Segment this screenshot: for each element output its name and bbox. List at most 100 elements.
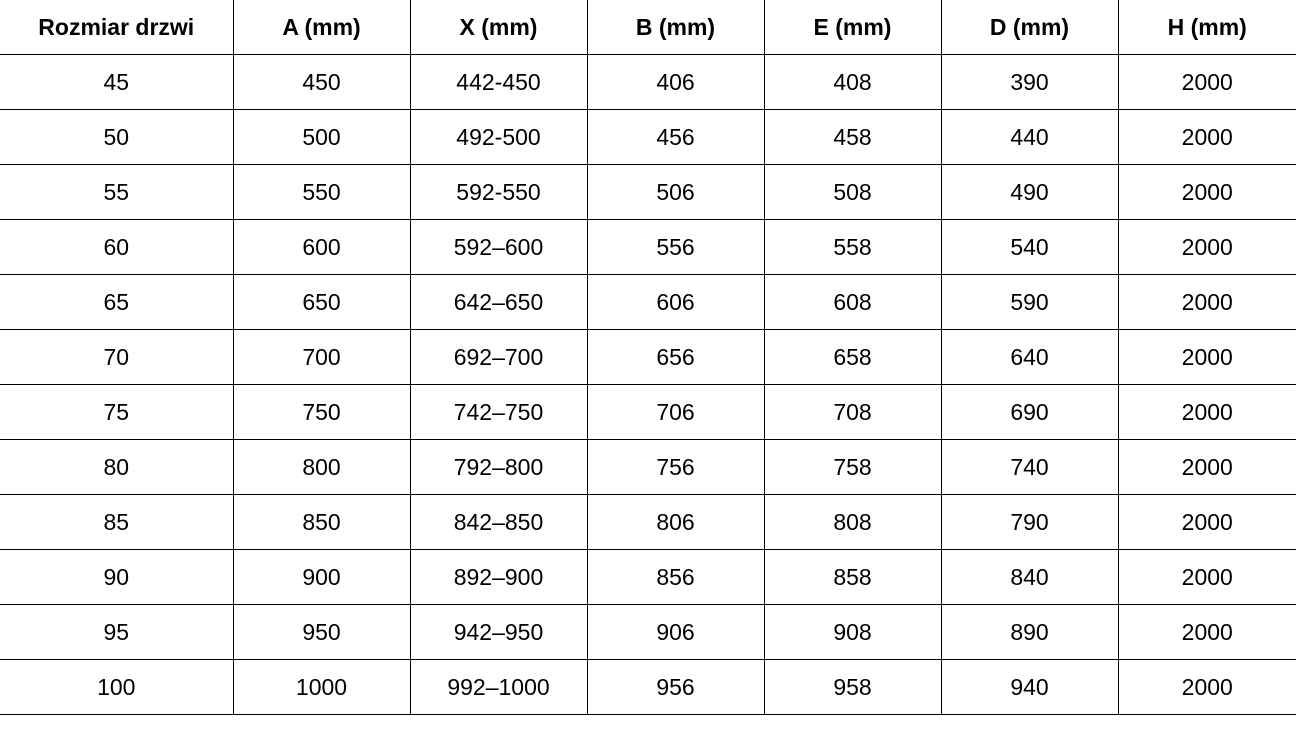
table-cell: 808 bbox=[763, 494, 942, 550]
table-cell: 842–850 bbox=[409, 494, 588, 550]
table-cell: 892–900 bbox=[409, 549, 588, 605]
table-cell: 558 bbox=[763, 219, 942, 275]
table-cell: 2000 bbox=[1117, 604, 1296, 660]
table-cell: 2000 bbox=[1117, 54, 1296, 110]
table-cell: 60 bbox=[0, 219, 234, 275]
table-cell: 958 bbox=[763, 659, 942, 715]
table-cell: 406 bbox=[586, 54, 765, 110]
table-cell: 2000 bbox=[1117, 384, 1296, 440]
table-cell: 756 bbox=[586, 439, 765, 495]
table-cell: 55 bbox=[0, 164, 234, 220]
table-cell: 70 bbox=[0, 329, 234, 385]
table-cell: 600 bbox=[232, 219, 411, 275]
table-cell: 2000 bbox=[1117, 549, 1296, 605]
table-cell: 440 bbox=[940, 109, 1119, 165]
table-cell: 750 bbox=[232, 384, 411, 440]
table-cell: 940 bbox=[940, 659, 1119, 715]
table-cell: 490 bbox=[940, 164, 1119, 220]
table-cell: 608 bbox=[763, 274, 942, 330]
column-header: Rozmiar drzwi bbox=[0, 0, 234, 55]
table-row: 50 500 492-500 456 458 440 2000 bbox=[0, 109, 1296, 165]
table-cell: 758 bbox=[763, 439, 942, 495]
table-cell: 2000 bbox=[1117, 439, 1296, 495]
table-row: 75 750 742–750 706 708 690 2000 bbox=[0, 384, 1296, 440]
table-row: 60 600 592–600 556 558 540 2000 bbox=[0, 219, 1296, 275]
table-row: 45 450 442-450 406 408 390 2000 bbox=[0, 54, 1296, 110]
table-cell: 75 bbox=[0, 384, 234, 440]
table-cell: 992–1000 bbox=[409, 659, 588, 715]
column-header: B (mm) bbox=[586, 0, 765, 55]
table-cell: 2000 bbox=[1117, 164, 1296, 220]
table-cell: 800 bbox=[232, 439, 411, 495]
table-cell: 45 bbox=[0, 54, 234, 110]
table-cell: 408 bbox=[763, 54, 942, 110]
table-cell: 65 bbox=[0, 274, 234, 330]
table-cell: 95 bbox=[0, 604, 234, 660]
table-cell: 900 bbox=[232, 549, 411, 605]
table-cell: 840 bbox=[940, 549, 1119, 605]
table-cell: 450 bbox=[232, 54, 411, 110]
table-cell: 80 bbox=[0, 439, 234, 495]
column-header: H (mm) bbox=[1117, 0, 1296, 55]
table-cell: 792–800 bbox=[409, 439, 588, 495]
table-cell: 100 bbox=[0, 659, 234, 715]
table-row: 70 700 692–700 656 658 640 2000 bbox=[0, 329, 1296, 385]
table-row: 85 850 842–850 806 808 790 2000 bbox=[0, 494, 1296, 550]
table-cell: 508 bbox=[763, 164, 942, 220]
table-cell: 442-450 bbox=[409, 54, 588, 110]
table-cell: 640 bbox=[940, 329, 1119, 385]
table-cell: 85 bbox=[0, 494, 234, 550]
table-cell: 856 bbox=[586, 549, 765, 605]
table-cell: 890 bbox=[940, 604, 1119, 660]
table-row: 100 1000 992–1000 956 958 940 2000 bbox=[0, 659, 1296, 715]
table-cell: 690 bbox=[940, 384, 1119, 440]
table-cell: 708 bbox=[763, 384, 942, 440]
table-cell: 592-550 bbox=[409, 164, 588, 220]
table-row: 95 950 942–950 906 908 890 2000 bbox=[0, 604, 1296, 660]
table-cell: 2000 bbox=[1117, 109, 1296, 165]
table-cell: 650 bbox=[232, 274, 411, 330]
table-cell: 642–650 bbox=[409, 274, 588, 330]
table-cell: 90 bbox=[0, 549, 234, 605]
table-cell: 390 bbox=[940, 54, 1119, 110]
column-header: E (mm) bbox=[763, 0, 942, 55]
table-cell: 550 bbox=[232, 164, 411, 220]
table-cell: 2000 bbox=[1117, 659, 1296, 715]
table-cell: 592–600 bbox=[409, 219, 588, 275]
table-cell: 50 bbox=[0, 109, 234, 165]
table-cell: 790 bbox=[940, 494, 1119, 550]
table-row: 65 650 642–650 606 608 590 2000 bbox=[0, 274, 1296, 330]
table-cell: 950 bbox=[232, 604, 411, 660]
table-cell: 942–950 bbox=[409, 604, 588, 660]
column-header: D (mm) bbox=[940, 0, 1119, 55]
table-cell: 590 bbox=[940, 274, 1119, 330]
table-row: 55 550 592-550 506 508 490 2000 bbox=[0, 164, 1296, 220]
table-row: 80 800 792–800 756 758 740 2000 bbox=[0, 439, 1296, 495]
table-cell: 742–750 bbox=[409, 384, 588, 440]
table-cell: 956 bbox=[586, 659, 765, 715]
table-cell: 700 bbox=[232, 329, 411, 385]
table-cell: 740 bbox=[940, 439, 1119, 495]
table-cell: 456 bbox=[586, 109, 765, 165]
table-cell: 906 bbox=[586, 604, 765, 660]
column-header: X (mm) bbox=[409, 0, 588, 55]
table-cell: 2000 bbox=[1117, 329, 1296, 385]
table-cell: 2000 bbox=[1117, 274, 1296, 330]
table-cell: 506 bbox=[586, 164, 765, 220]
table-cell: 492-500 bbox=[409, 109, 588, 165]
table-cell: 2000 bbox=[1117, 494, 1296, 550]
table-row: 90 900 892–900 856 858 840 2000 bbox=[0, 549, 1296, 605]
header-row: Rozmiar drzwi A (mm) X (mm) B (mm) E (mm) D (… bbox=[0, 0, 1296, 55]
table-cell: 658 bbox=[763, 329, 942, 385]
table-cell: 692–700 bbox=[409, 329, 588, 385]
table-cell: 556 bbox=[586, 219, 765, 275]
table-cell: 656 bbox=[586, 329, 765, 385]
table-cell: 606 bbox=[586, 274, 765, 330]
table-cell: 1000 bbox=[232, 659, 411, 715]
table-cell: 850 bbox=[232, 494, 411, 550]
table-cell: 908 bbox=[763, 604, 942, 660]
column-header: A (mm) bbox=[232, 0, 411, 55]
table-cell: 858 bbox=[763, 549, 942, 605]
table-body: 45 450 442-450 406 408 390 2000 50 500 492-500 456… bbox=[0, 54, 1296, 715]
